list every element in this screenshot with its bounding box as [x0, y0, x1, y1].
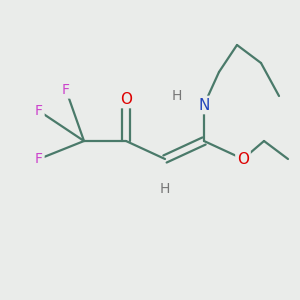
Text: F: F — [35, 104, 43, 118]
Text: F: F — [62, 83, 70, 97]
Text: H: H — [172, 89, 182, 103]
Text: O: O — [120, 92, 132, 106]
Text: N: N — [198, 98, 210, 112]
Text: O: O — [237, 152, 249, 166]
Text: F: F — [35, 152, 43, 166]
Text: H: H — [160, 182, 170, 196]
